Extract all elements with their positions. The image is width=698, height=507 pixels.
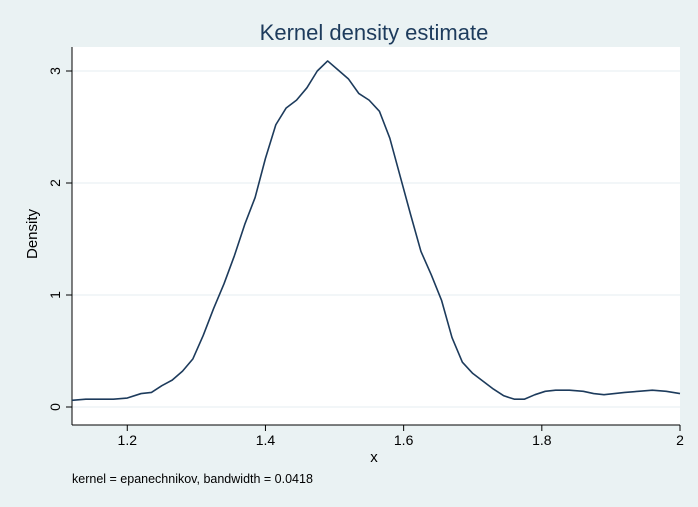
plot-area (72, 47, 680, 425)
x-tick-label-1: 1.4 (256, 432, 276, 448)
y-axis-title: Density (24, 208, 41, 259)
density-line-0 (71, 60, 681, 402)
x-tick-label-4: 2 (676, 432, 684, 448)
plot-layer: 1.2 1.4 1.6 1.8 2 0 1 2 3 (47, 47, 684, 448)
chart-title: Kernel density estimate (260, 20, 489, 45)
y-tick-label-2: 2 (47, 179, 63, 187)
x-axis-title: x (370, 449, 378, 466)
y-tick-label-1: 1 (47, 291, 63, 299)
x-tick-label-2: 1.6 (394, 432, 414, 448)
x-tick-label-0: 1.2 (118, 432, 138, 448)
kernel-note: kernel = epanechnikov, bandwidth = 0.041… (72, 472, 313, 486)
y-tick-label-3: 3 (47, 67, 63, 75)
y-tick-label-0: 0 (47, 403, 63, 411)
x-tick-label-3: 1.8 (532, 432, 552, 448)
